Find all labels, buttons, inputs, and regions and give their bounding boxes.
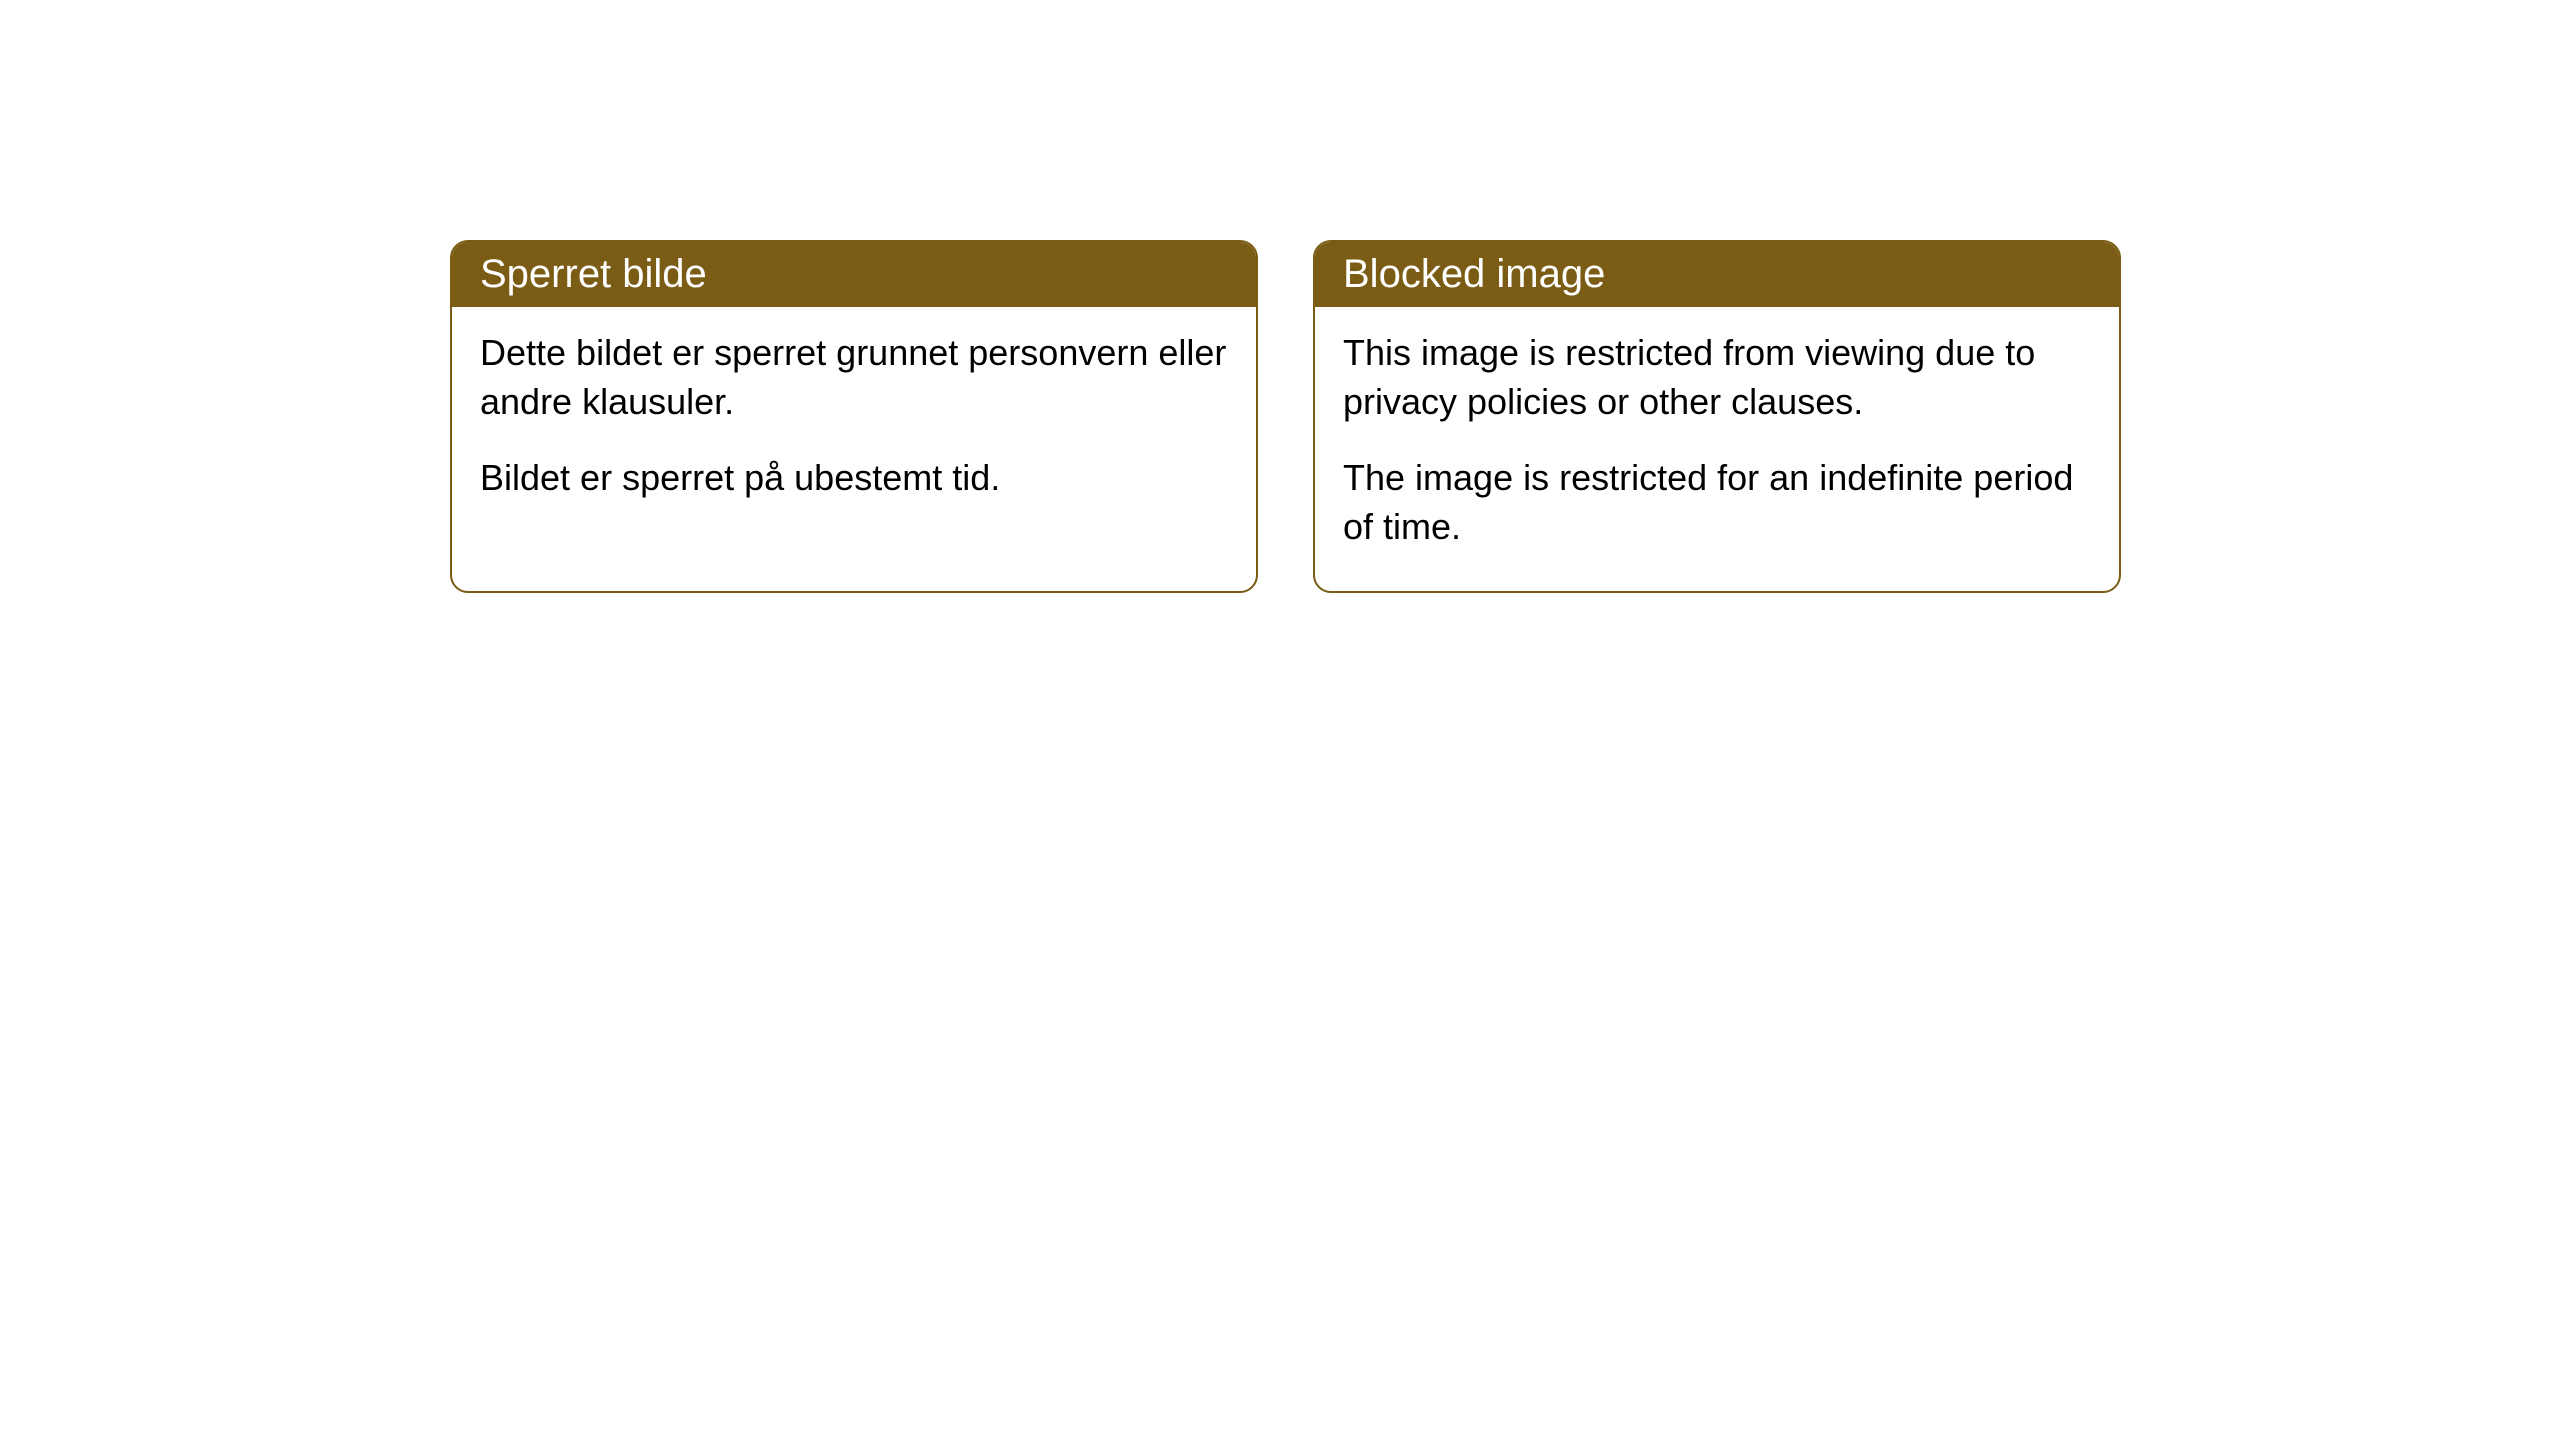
card-header-english: Blocked image — [1315, 242, 2119, 307]
card-paragraph-2-norwegian: Bildet er sperret på ubestemt tid. — [480, 454, 1228, 503]
card-paragraph-1-english: This image is restricted from viewing du… — [1343, 329, 2091, 426]
card-body-english: This image is restricted from viewing du… — [1315, 307, 2119, 591]
card-paragraph-2-english: The image is restricted for an indefinit… — [1343, 454, 2091, 551]
card-paragraph-1-norwegian: Dette bildet er sperret grunnet personve… — [480, 329, 1228, 426]
blocked-image-card-norwegian: Sperret bilde Dette bildet er sperret gr… — [450, 240, 1258, 593]
blocked-image-card-english: Blocked image This image is restricted f… — [1313, 240, 2121, 593]
card-body-norwegian: Dette bildet er sperret grunnet personve… — [452, 307, 1256, 543]
cards-container: Sperret bilde Dette bildet er sperret gr… — [450, 240, 2121, 593]
card-header-norwegian: Sperret bilde — [452, 242, 1256, 307]
